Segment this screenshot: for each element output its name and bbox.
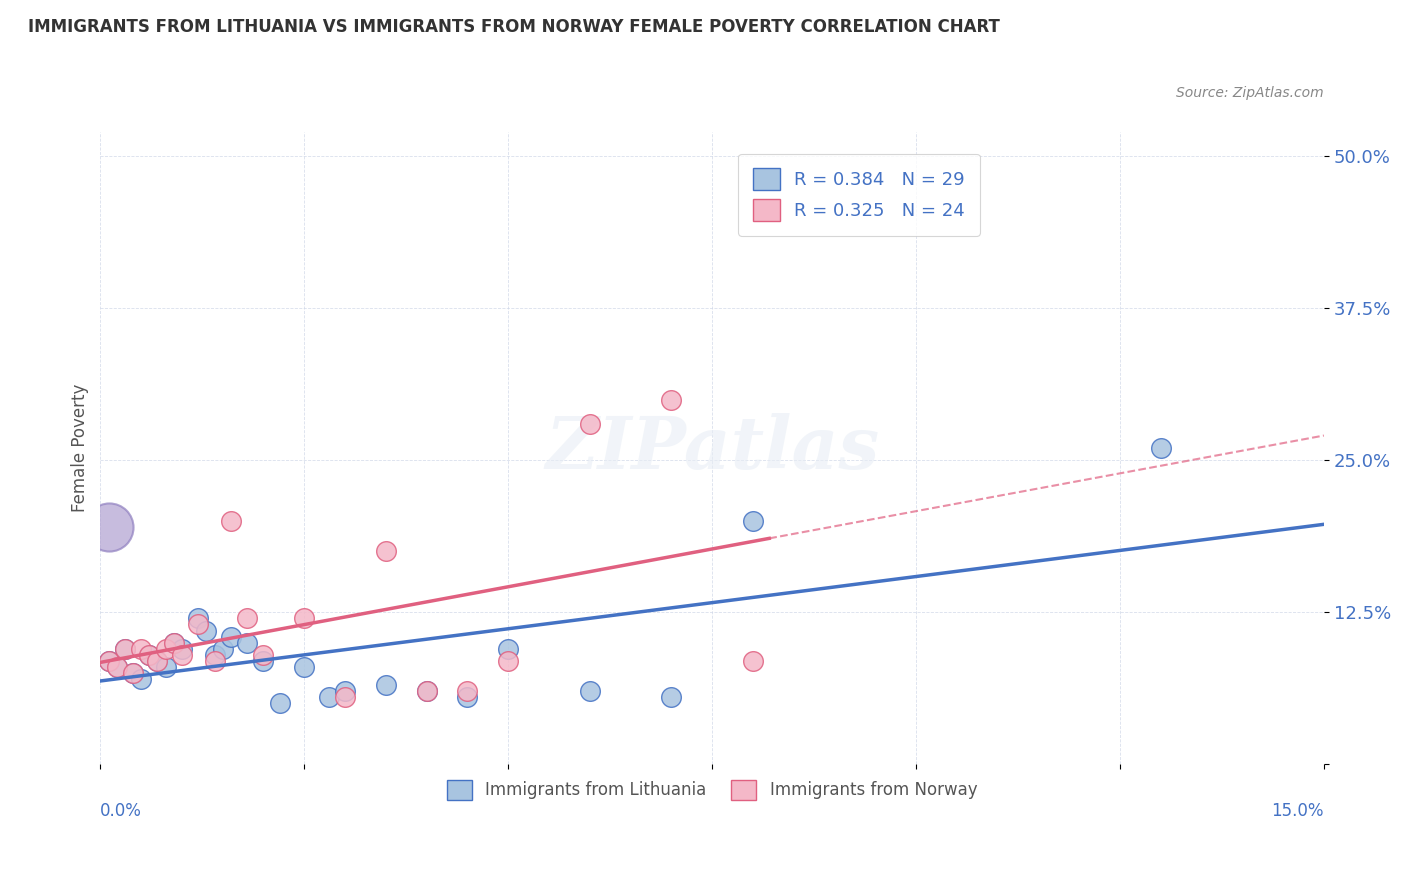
Text: IMMIGRANTS FROM LITHUANIA VS IMMIGRANTS FROM NORWAY FEMALE POVERTY CORRELATION C: IMMIGRANTS FROM LITHUANIA VS IMMIGRANTS … [28,18,1000,36]
Y-axis label: Female Poverty: Female Poverty [72,384,89,512]
Point [456,690,478,705]
Point [292,611,315,625]
Point [163,635,186,649]
Point [146,654,169,668]
Point [252,648,274,662]
Text: 15.0%: 15.0% [1271,802,1324,821]
Point [187,611,209,625]
Point [741,514,763,528]
Point [187,617,209,632]
Point [170,648,193,662]
Point [163,635,186,649]
Point [659,690,682,705]
Point [97,520,120,534]
Point [170,641,193,656]
Point [114,641,136,656]
Point [415,684,437,698]
Point [155,660,177,674]
Point [204,654,226,668]
Point [219,514,242,528]
Point [97,654,120,668]
Point [155,641,177,656]
Legend: R = 0.384   N = 29, R = 0.325   N = 24: R = 0.384 N = 29, R = 0.325 N = 24 [738,153,980,235]
Point [456,684,478,698]
Point [374,678,396,692]
Point [236,611,259,625]
Point [333,690,356,705]
Point [659,392,682,407]
Point [292,660,315,674]
Point [219,630,242,644]
Point [333,684,356,698]
Point [122,666,145,681]
Point [236,635,259,649]
Point [97,654,120,668]
Text: ZIPatlas: ZIPatlas [546,413,879,483]
Point [578,417,600,431]
Point [122,666,145,681]
Point [318,690,340,705]
Point [252,654,274,668]
Point [741,654,763,668]
Point [129,672,152,686]
Point [374,544,396,558]
Point [269,697,291,711]
Point [105,660,128,674]
Point [129,641,152,656]
Point [204,648,226,662]
Point [138,648,160,662]
Point [105,660,128,674]
Point [496,641,519,656]
Point [496,654,519,668]
Text: 0.0%: 0.0% [100,802,142,821]
Point [415,684,437,698]
Point [114,641,136,656]
Point [138,648,160,662]
Point [1150,441,1173,455]
Point [146,654,169,668]
Point [578,684,600,698]
Point [195,624,218,638]
Text: Source: ZipAtlas.com: Source: ZipAtlas.com [1177,87,1324,101]
Point [211,641,233,656]
